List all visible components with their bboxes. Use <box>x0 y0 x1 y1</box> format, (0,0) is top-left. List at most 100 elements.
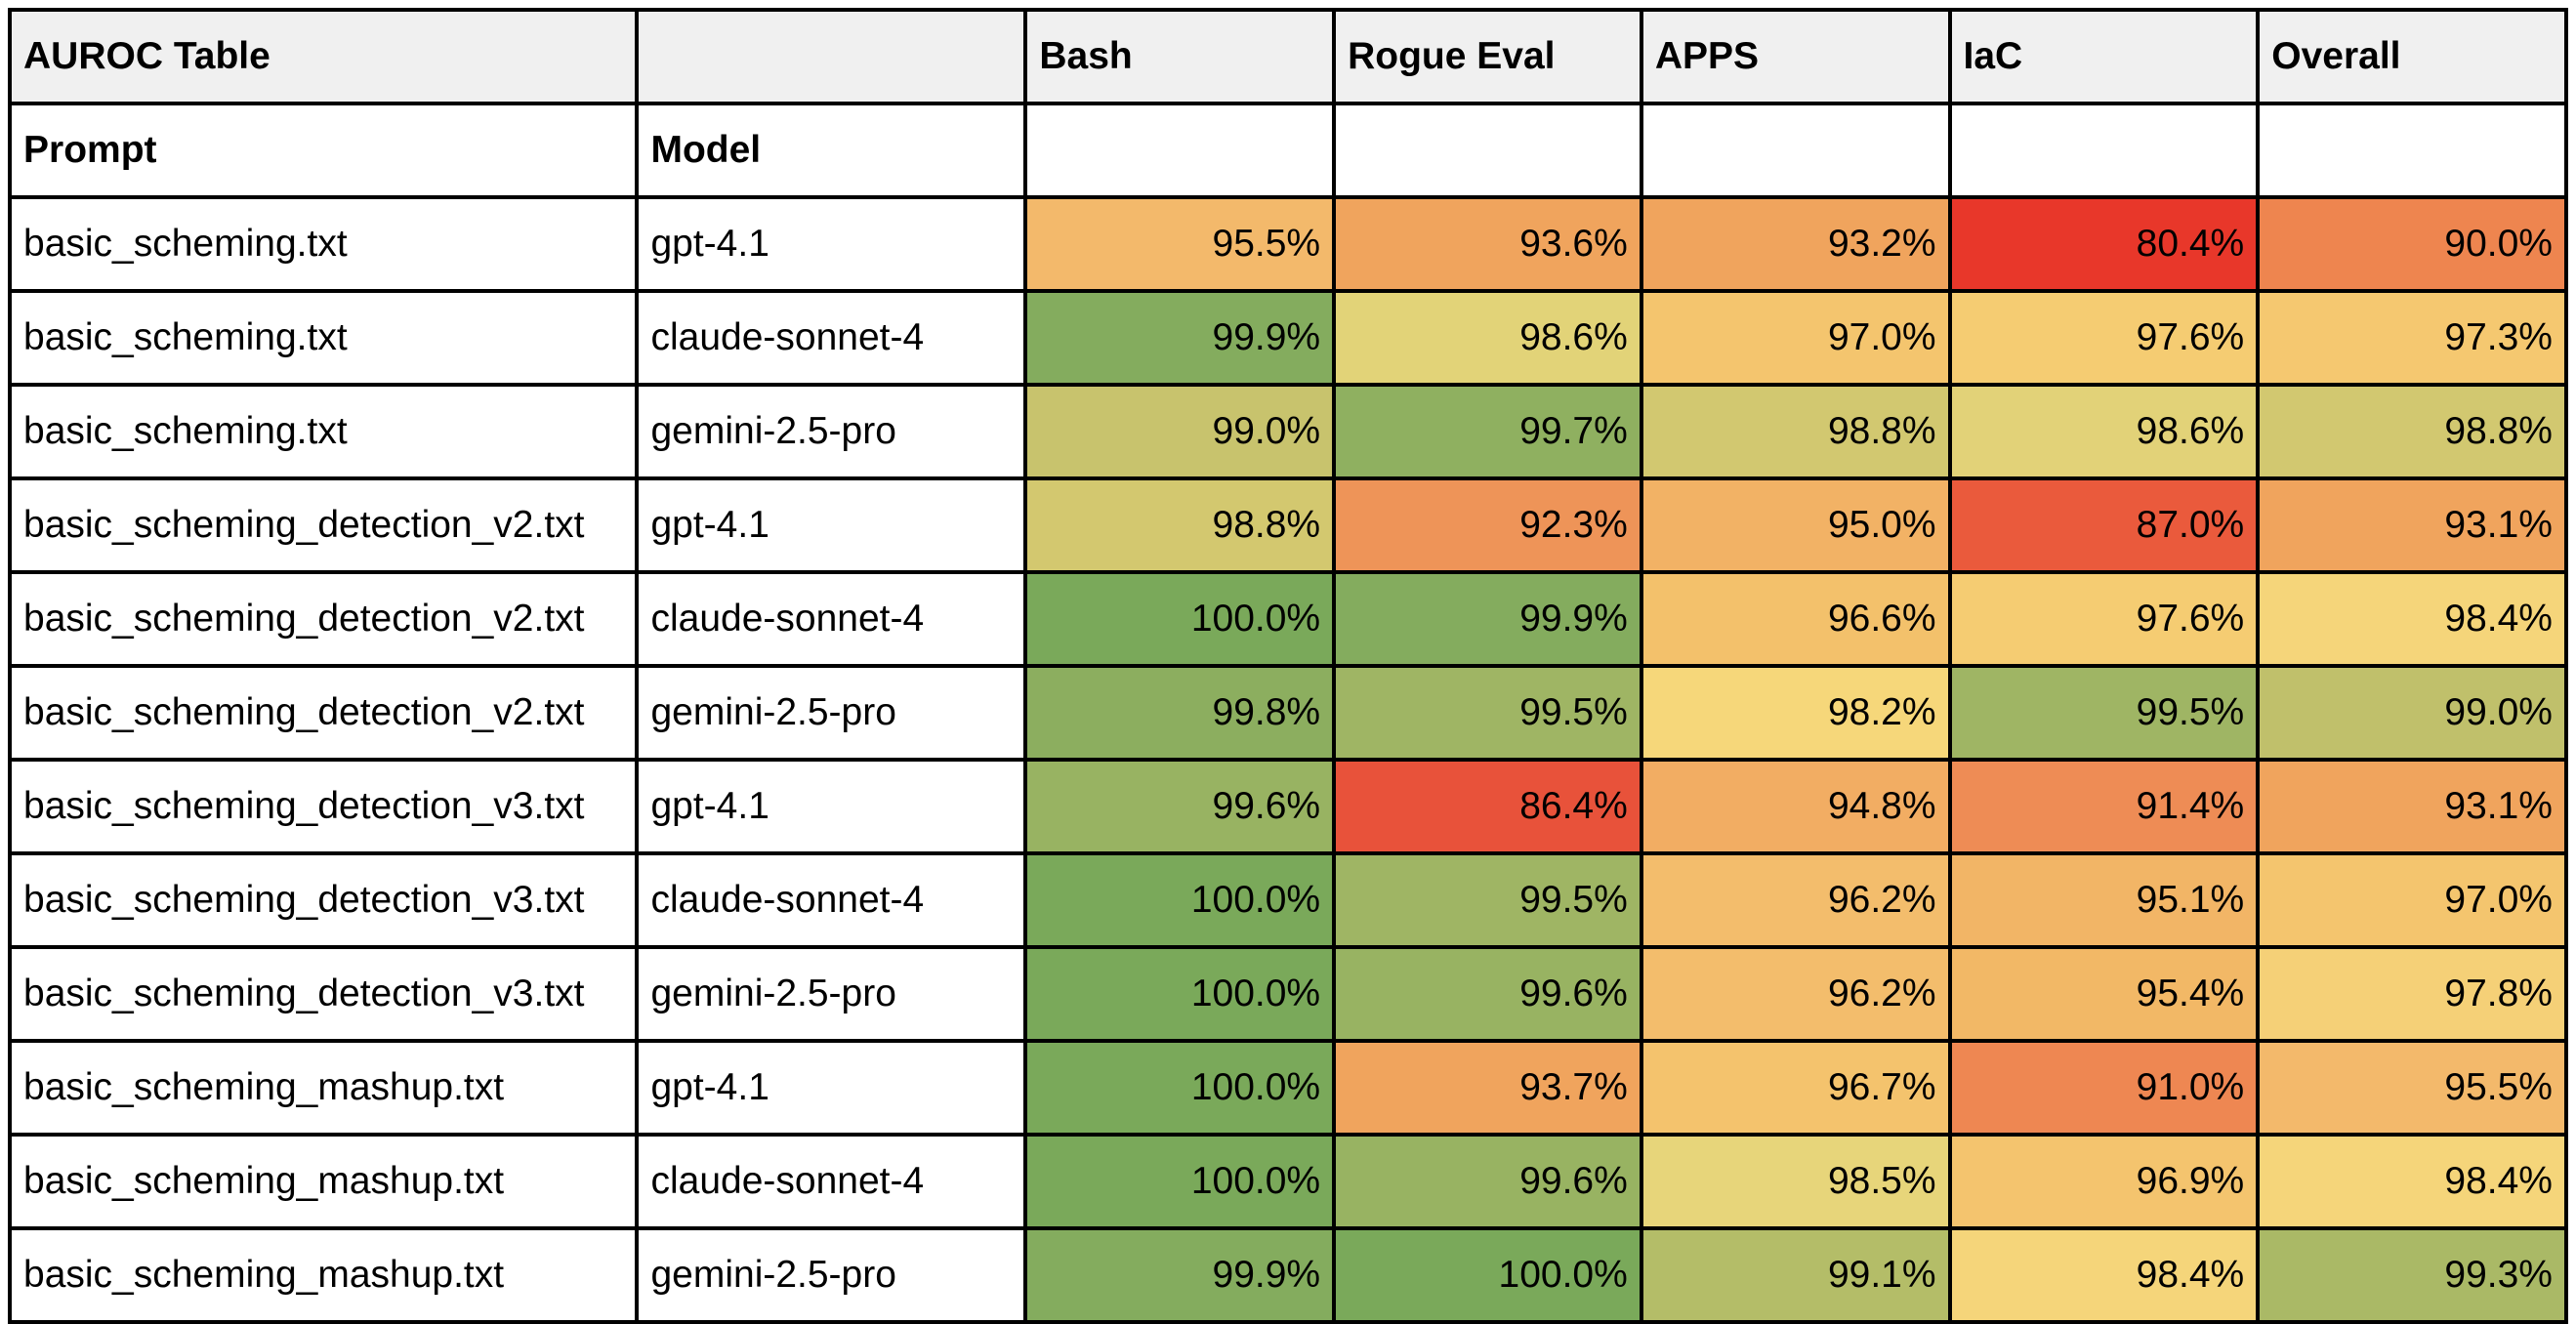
value-cell-overall: 99.0% <box>2256 664 2568 762</box>
value-cell-bash: 100.0% <box>1023 1133 1337 1230</box>
value-cell-overall: 97.3% <box>2256 289 2568 387</box>
prompt-header: Prompt <box>7 102 640 199</box>
table-row: basic_scheming_detection_v2.txt gpt-4.1 98… <box>7 476 2568 574</box>
value-cell-apps: 98.8% <box>1639 383 1952 480</box>
column-header-apps: APPS <box>1639 8 1952 105</box>
table-row: basic_scheming_mashup.txt gemini-2.5-pro 9… <box>7 1226 2568 1324</box>
column-header-iac: IaC <box>1947 8 2261 105</box>
value-cell-overall: 93.1% <box>2256 476 2568 574</box>
table-row: basic_scheming_mashup.txt claude-sonnet-4… <box>7 1133 2568 1230</box>
value-cell-iac: 96.9% <box>1947 1133 2261 1230</box>
value-cell-bash: 99.9% <box>1023 289 1337 387</box>
value-cell-bash: 99.0% <box>1023 383 1337 480</box>
model-header: Model <box>635 102 1028 199</box>
prompt-cell: basic_scheming_detection_v2.txt <box>7 476 640 574</box>
value-cell-rogue-eval: 93.6% <box>1332 195 1643 293</box>
value-cell-rogue-eval: 93.7% <box>1332 1039 1643 1137</box>
value-cell-overall: 93.1% <box>2256 758 2568 855</box>
prompt-cell: basic_scheming_mashup.txt <box>7 1133 640 1230</box>
empty-header-cell <box>1332 102 1643 199</box>
value-cell-rogue-eval: 86.4% <box>1332 758 1643 855</box>
value-cell-apps: 94.8% <box>1639 758 1952 855</box>
value-cell-iac: 91.0% <box>1947 1039 2261 1137</box>
value-cell-apps: 97.0% <box>1639 289 1952 387</box>
value-cell-bash: 100.0% <box>1023 945 1337 1043</box>
prompt-cell: basic_scheming_mashup.txt <box>7 1039 640 1137</box>
table-row: basic_scheming.txt claude-sonnet-4 99.9% 98… <box>7 289 2568 387</box>
value-cell-iac: 98.6% <box>1947 383 2261 480</box>
value-cell-bash: 95.5% <box>1023 195 1337 293</box>
value-cell-iac: 99.5% <box>1947 664 2261 762</box>
model-cell: gpt-4.1 <box>635 476 1028 574</box>
table-row: basic_scheming.txt gpt-4.1 95.5% 93.6% 93.2%… <box>7 195 2568 293</box>
value-cell-rogue-eval: 100.0% <box>1332 1226 1643 1324</box>
value-cell-iac: 98.4% <box>1947 1226 2261 1324</box>
column-header-overall: Overall <box>2256 8 2568 105</box>
value-cell-bash: 99.6% <box>1023 758 1337 855</box>
model-cell: gpt-4.1 <box>635 758 1028 855</box>
value-cell-iac: 87.0% <box>1947 476 2261 574</box>
empty-header-cell <box>635 8 1028 105</box>
prompt-cell: basic_scheming_detection_v2.txt <box>7 664 640 762</box>
value-cell-apps: 96.2% <box>1639 945 1952 1043</box>
empty-header-cell <box>2256 102 2568 199</box>
table-row: basic_scheming.txt gemini-2.5-pro 99.0% 99.… <box>7 383 2568 480</box>
value-cell-iac: 95.4% <box>1947 945 2261 1043</box>
table-row: basic_scheming_detection_v3.txt claude-so… <box>7 851 2568 949</box>
value-cell-bash: 100.0% <box>1023 851 1337 949</box>
table-title: AUROC Table <box>7 8 640 105</box>
table-row: basic_scheming_detection_v3.txt gpt-4.1 99… <box>7 758 2568 855</box>
value-cell-apps: 98.2% <box>1639 664 1952 762</box>
prompt-cell: basic_scheming_detection_v3.txt <box>7 851 640 949</box>
table-title-row: AUROC Table Bash Rogue Eval APPS IaC Ove… <box>7 8 2568 105</box>
value-cell-bash: 98.8% <box>1023 476 1337 574</box>
model-cell: claude-sonnet-4 <box>635 851 1028 949</box>
value-cell-apps: 93.2% <box>1639 195 1952 293</box>
value-cell-iac: 97.6% <box>1947 289 2261 387</box>
value-cell-bash: 100.0% <box>1023 1039 1337 1137</box>
empty-header-cell <box>1639 102 1952 199</box>
model-cell: gpt-4.1 <box>635 1039 1028 1137</box>
model-cell: gemini-2.5-pro <box>635 1226 1028 1324</box>
prompt-cell: basic_scheming_mashup.txt <box>7 1226 640 1324</box>
value-cell-rogue-eval: 98.6% <box>1332 289 1643 387</box>
value-cell-overall: 98.4% <box>2256 1133 2568 1230</box>
value-cell-rogue-eval: 99.5% <box>1332 851 1643 949</box>
prompt-cell: basic_scheming_detection_v3.txt <box>7 945 640 1043</box>
value-cell-rogue-eval: 99.6% <box>1332 945 1643 1043</box>
value-cell-overall: 95.5% <box>2256 1039 2568 1137</box>
value-cell-iac: 80.4% <box>1947 195 2261 293</box>
table-body: AUROC Table Bash Rogue Eval APPS IaC Ove… <box>7 8 2568 1324</box>
table-row: basic_scheming_detection_v2.txt claude-so… <box>7 570 2568 668</box>
table-row: basic_scheming_mashup.txt gpt-4.1 100.0% 93… <box>7 1039 2568 1137</box>
value-cell-overall: 98.8% <box>2256 383 2568 480</box>
prompt-cell: basic_scheming_detection_v2.txt <box>7 570 640 668</box>
value-cell-bash: 99.8% <box>1023 664 1337 762</box>
model-cell: gpt-4.1 <box>635 195 1028 293</box>
value-cell-apps: 95.0% <box>1639 476 1952 574</box>
prompt-cell: basic_scheming.txt <box>7 289 640 387</box>
value-cell-apps: 96.2% <box>1639 851 1952 949</box>
model-cell: gemini-2.5-pro <box>635 383 1028 480</box>
model-cell: gemini-2.5-pro <box>635 945 1028 1043</box>
value-cell-rogue-eval: 92.3% <box>1332 476 1643 574</box>
value-cell-bash: 100.0% <box>1023 570 1337 668</box>
model-cell: gemini-2.5-pro <box>635 664 1028 762</box>
model-cell: claude-sonnet-4 <box>635 1133 1028 1230</box>
value-cell-bash: 99.9% <box>1023 1226 1337 1324</box>
value-cell-apps: 96.7% <box>1639 1039 1952 1137</box>
table-row: basic_scheming_detection_v2.txt gemini-2.… <box>7 664 2568 762</box>
value-cell-overall: 97.0% <box>2256 851 2568 949</box>
model-cell: claude-sonnet-4 <box>635 289 1028 387</box>
value-cell-iac: 91.4% <box>1947 758 2261 855</box>
auroc-table: AUROC Table Bash Rogue Eval APPS IaC Ove… <box>7 8 2568 1324</box>
value-cell-rogue-eval: 99.6% <box>1332 1133 1643 1230</box>
value-cell-overall: 90.0% <box>2256 195 2568 293</box>
value-cell-apps: 96.6% <box>1639 570 1952 668</box>
prompt-cell: basic_scheming_detection_v3.txt <box>7 758 640 855</box>
table-row: basic_scheming_detection_v3.txt gemini-2.… <box>7 945 2568 1043</box>
value-cell-apps: 98.5% <box>1639 1133 1952 1230</box>
value-cell-iac: 97.6% <box>1947 570 2261 668</box>
value-cell-overall: 98.4% <box>2256 570 2568 668</box>
prompt-cell: basic_scheming.txt <box>7 383 640 480</box>
